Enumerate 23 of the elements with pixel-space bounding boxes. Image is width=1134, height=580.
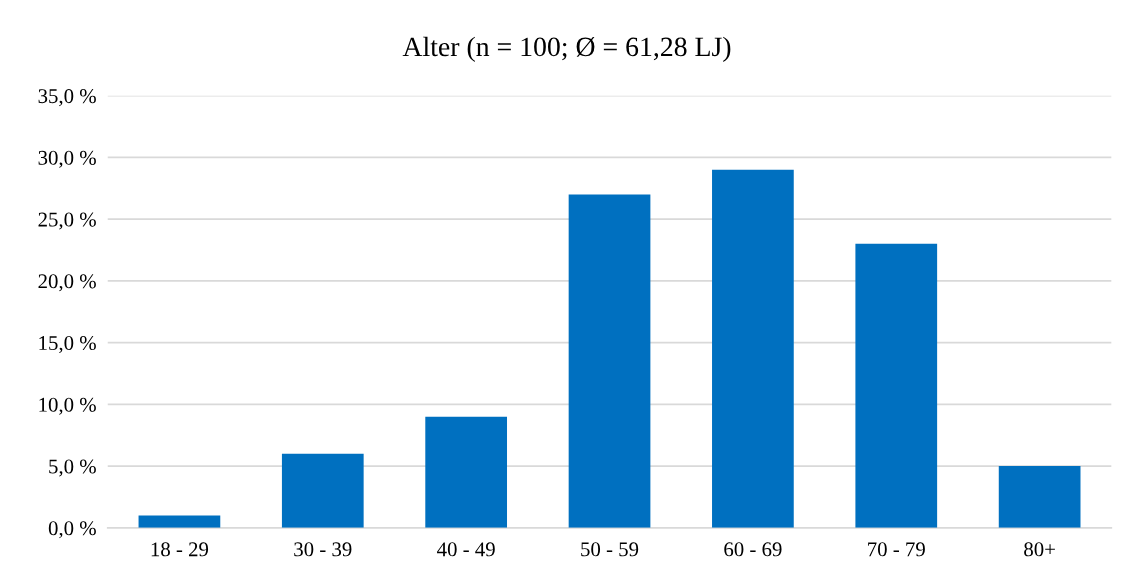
bar — [138, 515, 221, 528]
x-tick-label: 70 - 79 — [868, 542, 925, 557]
y-tick-label: 10,0 % — [39, 397, 96, 415]
x-tick-label: 60 - 69 — [724, 542, 782, 557]
y-tick-label: 0,0 % — [48, 521, 96, 539]
y-tick-label: 20,0 % — [38, 274, 96, 292]
x-tick-label: 18 - 29 — [151, 542, 209, 557]
x-tick-label: 80+ — [1024, 542, 1055, 557]
bar — [998, 466, 1081, 528]
bar — [281, 453, 364, 528]
x-tick-label: 50 - 59 — [581, 542, 639, 557]
y-tick-label: 5,0 % — [49, 459, 96, 477]
bar — [712, 169, 794, 528]
x-tick-label: 40 - 49 — [437, 542, 495, 557]
y-tick-label: 30,0 % — [38, 150, 96, 168]
y-tick-label: 15,0 % — [39, 335, 96, 354]
bar — [568, 194, 651, 528]
bar — [425, 416, 508, 528]
x-tick-label: 30 - 39 — [294, 542, 352, 557]
y-tick-label: 35,0 % — [38, 89, 96, 107]
chart-title: Alter (n = 100; Ø = 61,28 LJ) — [402, 36, 731, 62]
y-tick-label: 25,0 % — [38, 212, 96, 230]
bar — [855, 243, 938, 528]
